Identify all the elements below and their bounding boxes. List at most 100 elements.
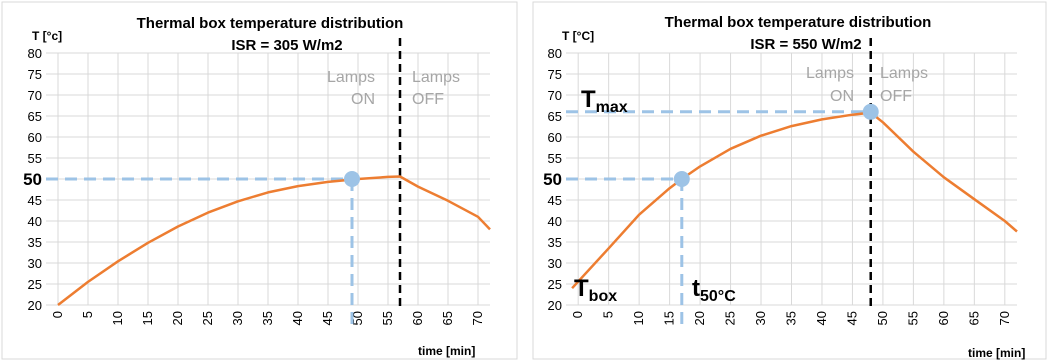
chart-right-grid [566,52,1017,306]
chart-left-guides [46,38,402,325]
chart-left-annotations: Lamps ON Lamps OFF [327,69,460,108]
x-tick-label: 10 [631,311,646,325]
chart-right: Thermal box temperature distribution ISR… [532,1,1047,360]
x-tick-label: 45 [320,311,335,325]
lamps-off-state: OFF [880,88,912,105]
chart-left-markers [344,171,360,187]
y-tick-label: 65 [548,109,562,124]
y-tick-label: 40 [28,214,42,229]
tbox-main: T [574,275,589,302]
chart-left-series [57,175,491,306]
x-tick-label: 20 [170,311,185,325]
y-tick-label: 30 [548,256,562,271]
chart-right-subtitle: ISR = 550 W/m2 [750,36,861,53]
y-tick-label: 75 [28,67,42,82]
y-tick-label: 55 [548,151,562,166]
y-tick-label: 50 [543,170,562,189]
x-tick-label: 35 [784,311,799,325]
y-tick-label: 40 [548,214,562,229]
y-tick-label: 60 [28,130,42,145]
lamps-off-state: OFF [412,91,444,108]
x-tick-label: 25 [723,311,738,325]
x-tick-label: 70 [997,311,1012,325]
lamps-off-label: Lamps [880,65,928,82]
tbox-label: Tbox [574,275,617,305]
y-tick-label: 25 [548,277,562,292]
y-tick-label: 45 [548,193,562,208]
y-tick-label: 20 [28,298,42,313]
y-tick-label: 80 [28,46,42,61]
chart-left-subtitle: ISR = 305 W/m2 [231,37,342,54]
y-tick-label: 70 [548,88,562,103]
y-tick-label: 45 [28,193,42,208]
y-tick-label: 35 [28,235,42,250]
x-tick-label: 60 [410,311,425,325]
x-tick-label: 40 [290,311,305,325]
lamps-off-label: Lamps [412,69,460,86]
chart-left-ylabel: T [°c] [32,29,62,43]
y-tick-label: 30 [28,256,42,271]
y-tick-label: 25 [28,277,42,292]
x-tick-label: 5 [80,311,95,318]
chart-right-yticks: 20 25 30 35 40 45 50 55 60 65 70 75 80 [543,46,562,313]
x-tick-label: 60 [936,311,951,325]
chart-left: Thermal box temperature distribution ISR… [1,1,518,360]
x-tick-label: 5 [601,311,616,318]
tmax-main: T [581,86,596,113]
x-tick-label: 40 [814,311,829,325]
tmax-sub: max [596,99,628,116]
t50-sub: 50°C [700,288,736,305]
x-tick-label: 15 [662,311,677,325]
y-tick-label: 65 [28,109,42,124]
y-tick-label: 70 [28,88,42,103]
chart-right-guides [566,38,872,325]
y-tick-label: 20 [548,298,562,313]
t50-main: t [692,275,700,302]
marker-point [673,171,690,187]
x-tick-label: 30 [753,311,768,325]
chart-right-annotations: Lamps ON Lamps OFF Tmax Tbox t50°C [574,65,928,305]
chart-right-ylabel: T [°C] [562,29,594,43]
x-tick-label: 15 [140,311,155,325]
x-tick-label: 70 [470,311,485,325]
chart-left-xlabel: time [min] [418,344,475,358]
marker-point [344,171,360,187]
chart-right-title: Thermal box temperature distribution [665,14,932,31]
chart-right-xticks: 0 5 10 15 20 25 30 35 40 45 50 55 60 65 70 [570,311,1012,325]
y-tick-label: 60 [548,130,562,145]
x-tick-label: 10 [110,311,125,325]
chart-right-border [532,1,1047,360]
y-tick-label: 35 [548,235,562,250]
tmax-label: Tmax [581,86,628,116]
chart-right-markers [673,103,879,187]
chart-left-title: Thermal box temperature distribution [137,15,404,32]
marker-point [862,103,879,120]
temperature-series-line [571,111,1018,290]
x-tick-label: 65 [440,311,455,325]
x-tick-label: 50 [350,311,365,325]
y-tick-label: 50 [23,170,42,189]
chart-right-series [571,111,1018,290]
lamps-on-label: Lamps [806,65,854,82]
x-tick-label: 20 [692,311,707,325]
y-tick-label: 55 [28,151,42,166]
lamps-on-label: Lamps [327,69,375,86]
y-tick-label: 75 [548,67,562,82]
lamps-on-state: ON [351,91,375,108]
x-tick-label: 30 [230,311,245,325]
x-tick-label: 0 [50,311,65,318]
temperature-series-line [57,175,491,306]
x-tick-label: 65 [966,311,981,325]
x-tick-label: 50 [875,311,890,325]
chart-left-xticks: 0 5 10 15 20 25 30 35 40 45 50 55 60 65 70 [50,311,485,325]
x-tick-label: 45 [844,311,859,325]
t50-label: t50°C [692,275,736,305]
chart-right-xlabel: time [min] [968,346,1025,360]
x-tick-label: 0 [570,311,585,318]
x-tick-label: 55 [380,311,395,325]
chart-left-yticks: 20 25 30 35 40 45 50 55 60 65 70 75 80 [23,46,42,313]
lamps-on-state: ON [830,88,854,105]
x-tick-label: 25 [200,311,215,325]
x-tick-label: 35 [260,311,275,325]
